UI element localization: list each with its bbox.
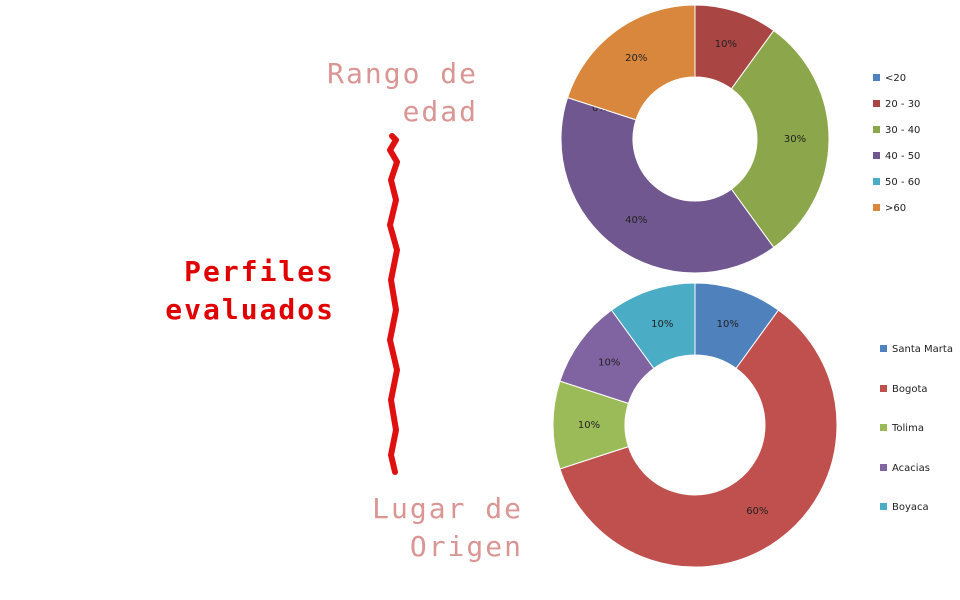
donut-slice xyxy=(610,282,696,370)
legend-item: Bogota xyxy=(880,383,954,396)
legend-swatch xyxy=(873,152,880,159)
legend-item: 30 - 40 xyxy=(873,124,947,137)
legend-swatch xyxy=(873,178,880,185)
legend-item: Boyaca xyxy=(880,501,954,514)
legend-label: >60 xyxy=(885,203,907,214)
data-label: 20% xyxy=(625,53,647,64)
legend-label: Santa Marta xyxy=(892,344,953,355)
legend-swatch xyxy=(880,384,887,392)
legend-label: 50 - 60 xyxy=(885,177,921,188)
legend-item: 40 - 50 xyxy=(873,150,947,163)
legend-swatch xyxy=(880,345,887,352)
legend-label: 40 - 50 xyxy=(885,151,921,162)
legend-swatch xyxy=(873,74,880,81)
legend-label: Boyaca xyxy=(892,502,929,513)
chart-title: Lugar de Origen xyxy=(372,492,523,563)
data-label: 40% xyxy=(625,215,647,226)
legend-label: Bogota xyxy=(892,383,928,395)
legend-label: 30 - 40 xyxy=(885,125,921,136)
legend-label: 20 - 30 xyxy=(885,99,921,110)
donut-slice xyxy=(566,4,696,121)
slide-heading: Perfiles evaluados xyxy=(165,255,335,326)
donut-slice xyxy=(730,29,830,249)
legend-item: Tolima xyxy=(880,422,954,435)
legend-item: 20 - 30 xyxy=(873,98,947,111)
data-label: 60% xyxy=(746,506,768,517)
legend-swatch xyxy=(880,463,887,471)
legend-swatch xyxy=(880,503,887,510)
donut-slice xyxy=(560,96,775,274)
data-label: 10% xyxy=(578,420,600,431)
legend-item: >60 xyxy=(873,202,947,215)
data-label: 10% xyxy=(651,319,673,330)
data-label: 30% xyxy=(784,134,806,145)
data-label: 10% xyxy=(717,319,739,330)
legend-swatch xyxy=(873,100,880,107)
legend-label: Acacias xyxy=(892,462,930,474)
legend-item: Santa Marta xyxy=(880,343,954,356)
legend-swatch xyxy=(880,424,887,431)
legend-item: Acacias xyxy=(880,462,954,475)
legend-swatch xyxy=(873,204,880,211)
divider-line xyxy=(387,133,400,475)
chart-title: Rango de edad xyxy=(327,57,478,128)
legend-item: <20 xyxy=(873,72,947,85)
data-label: 10% xyxy=(598,358,620,369)
legend-label: Tolima xyxy=(892,423,924,434)
data-label: 10% xyxy=(715,39,737,50)
donut-slice xyxy=(559,309,838,568)
legend-item: 50 - 60 xyxy=(873,176,947,189)
legend-label: <20 xyxy=(885,73,907,84)
legend-swatch xyxy=(873,126,880,133)
